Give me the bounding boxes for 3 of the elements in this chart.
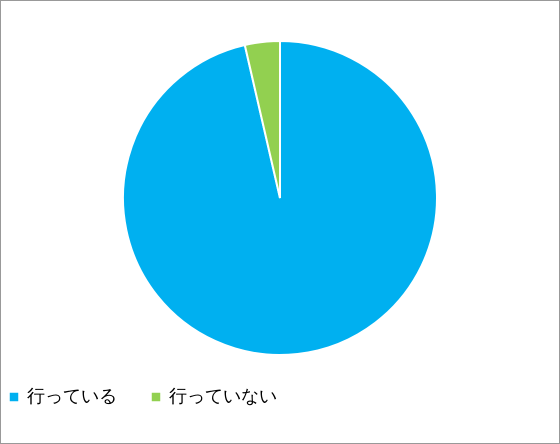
legend-label: 行っていない xyxy=(169,386,277,407)
legend-label: 行っている xyxy=(27,386,117,407)
pie-slice xyxy=(122,40,438,356)
